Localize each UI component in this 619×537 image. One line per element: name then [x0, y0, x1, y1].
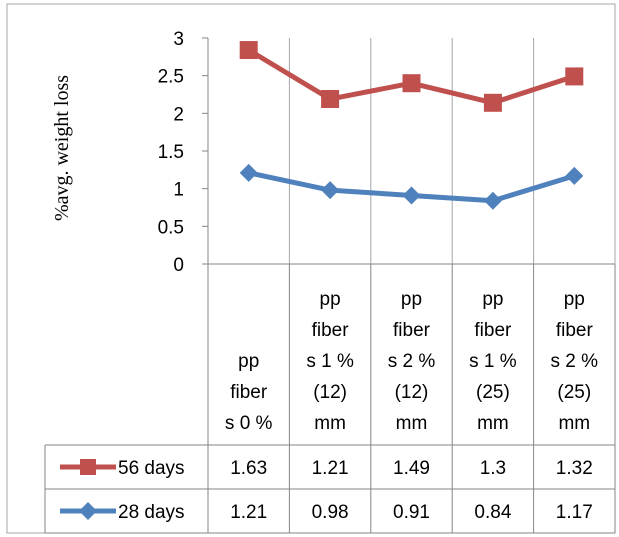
data-point	[321, 181, 340, 200]
category-label-line: fiber	[474, 320, 512, 341]
y-tick-label: 1.5	[158, 142, 184, 163]
table-value: 0.84	[474, 502, 511, 523]
category-label-line: s 0 %	[225, 413, 273, 434]
table-value: 0.98	[312, 502, 349, 523]
category-label-line: fiber	[230, 382, 268, 403]
category-label: pp fiber s 1 % (25) mm	[469, 289, 517, 434]
category-label-line: pp	[401, 289, 422, 310]
data-point	[239, 41, 258, 60]
category-label: pp fiber s 1 % (12) mm	[306, 289, 354, 434]
category-label-line: mm	[558, 413, 590, 434]
category-label-line: (25)	[557, 382, 591, 403]
data-point	[239, 163, 258, 182]
y-axis: 0 0.5 1 1.5 2 2.5 3	[158, 29, 209, 276]
legend-key	[60, 459, 116, 475]
table-value: 1.3	[480, 458, 506, 479]
category-label-line: s 1 %	[306, 351, 354, 372]
data-point	[565, 166, 584, 185]
legend-label: 28 days	[118, 502, 185, 523]
data-point	[483, 93, 502, 112]
category-label-line: s 1 %	[469, 351, 517, 372]
data-point	[402, 186, 421, 205]
category-label-line: pp	[482, 289, 503, 310]
category-label-line: mm	[314, 413, 346, 434]
data-point	[483, 191, 502, 210]
series-markers	[239, 41, 584, 210]
category-label-line: fiber	[556, 320, 594, 341]
category-label-line: pp	[238, 351, 259, 372]
data-point	[321, 90, 340, 109]
y-tick-label: 2	[173, 104, 184, 125]
table-value: 0.91	[393, 502, 430, 523]
y-tick-label: 0	[173, 255, 184, 276]
legend-square-marker	[80, 459, 96, 475]
table-value: 1.17	[556, 502, 593, 523]
y-tick-label: 1	[173, 180, 184, 201]
category-label-line: (25)	[476, 382, 510, 403]
legend-label: 56 days	[118, 458, 185, 479]
y-tick-label: 3	[173, 29, 184, 50]
category-label-line: mm	[477, 413, 509, 434]
y-axis-label: %avg. weight loss	[51, 75, 73, 221]
legend-diamond-marker	[79, 502, 97, 520]
category-label-line: (12)	[313, 382, 347, 403]
table-value: 1.49	[393, 458, 430, 479]
data-table: pp fiber s 0 % pp fiber s 1 % (12) mm pp fiber s 2…	[44, 263, 616, 534]
category-label-line: s 2 %	[388, 351, 436, 372]
y-tick-label: 2.5	[158, 67, 184, 88]
category-label-line: pp	[320, 289, 341, 310]
y-tick-label: 0.5	[158, 217, 184, 238]
legend-key	[60, 502, 116, 520]
category-label-line: fiber	[312, 320, 350, 341]
category-label-line: pp	[564, 289, 585, 310]
data-point	[402, 74, 421, 93]
table-value: 1.63	[230, 458, 267, 479]
table-value: 1.21	[230, 502, 267, 523]
category-label: pp fiber s 2 % (25) mm	[551, 289, 599, 434]
category-label-line: mm	[396, 413, 428, 434]
category-label-line: fiber	[393, 320, 431, 341]
category-label: pp fiber s 2 % (12) mm	[388, 289, 436, 434]
vertical-gridlines	[288, 38, 535, 264]
table-value: 1.32	[556, 458, 593, 479]
chart-frame	[6, 3, 616, 534]
table-value: 1.21	[312, 458, 349, 479]
category-label-line: s 2 %	[551, 351, 599, 372]
data-point	[565, 67, 584, 86]
category-label-line: (12)	[395, 382, 429, 403]
category-label: pp fiber s 0 %	[225, 351, 273, 434]
